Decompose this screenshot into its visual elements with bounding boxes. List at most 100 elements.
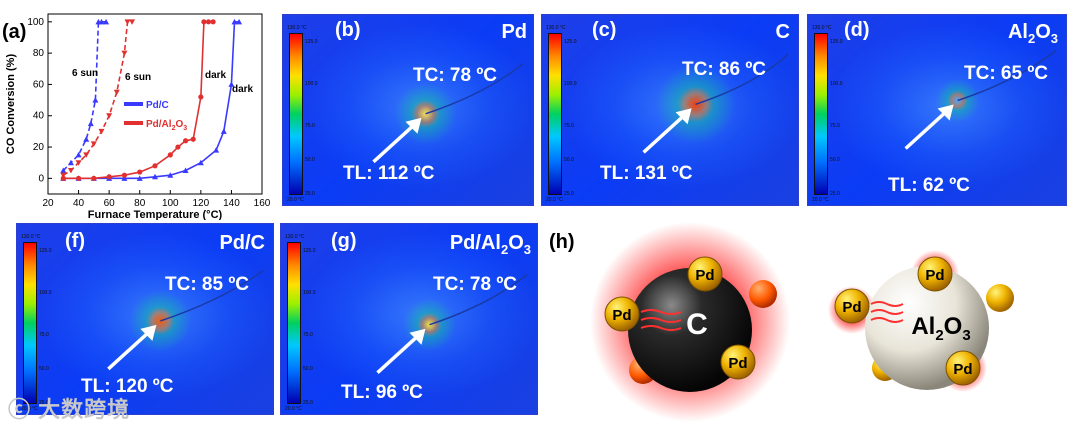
pd-label: Pd	[695, 267, 714, 284]
thermal-panel-c: 130.0 °C 125.0 100.0 75.0 50.0 25.0 20.0…	[541, 14, 799, 206]
thermocouple-wire	[429, 274, 528, 326]
colorbar-max: 130.0 °C	[285, 234, 305, 240]
thermocouple-wire	[160, 270, 264, 322]
annotation: dark	[205, 70, 227, 81]
arrow-head-icon	[409, 328, 426, 345]
data-point	[228, 81, 235, 87]
data-point	[205, 19, 212, 25]
x-axis-label: Furnace Temperature (°C)	[88, 209, 223, 220]
colorbar-tick: 125.0	[39, 248, 52, 254]
data-point	[137, 169, 143, 175]
data-point	[98, 128, 105, 135]
data-point	[83, 136, 90, 142]
legend-label: Pd/C	[146, 100, 169, 111]
data-point	[75, 175, 82, 181]
data-point	[167, 172, 174, 178]
colorbar-tick: 50.0	[564, 157, 574, 163]
arrow-icon	[372, 120, 419, 164]
thermal-image	[17, 224, 273, 414]
heat-arrow-icon	[870, 317, 904, 323]
data-point	[210, 19, 216, 25]
data-point	[213, 147, 220, 153]
support-label: Al2O3	[911, 313, 970, 344]
arrow-head-icon	[675, 108, 692, 125]
pd-particle	[687, 256, 723, 292]
arrow-overlay	[376, 274, 528, 374]
pd-particle	[917, 256, 953, 292]
heat-arrow-icon	[640, 317, 682, 323]
colorbar: 130.0 °C 125.0 100.0 75.0 50.0 25.0 20.0…	[287, 25, 323, 203]
y-tick-label: 40	[33, 111, 45, 122]
colorbar-max: 130.0 °C	[812, 25, 832, 31]
data-point	[197, 159, 204, 166]
tc-label: TC: 78 ºC	[413, 65, 498, 86]
x-tick-label: 40	[73, 198, 85, 209]
annotation: dark	[232, 84, 254, 95]
data-point	[121, 172, 128, 178]
colorbar-tick: 75.0	[305, 123, 315, 129]
material-label: Pd/C	[219, 232, 265, 254]
colorbar-tick: 100.0	[303, 290, 316, 296]
series-line	[62, 21, 107, 172]
colorbar-tick: 25.0	[564, 191, 574, 197]
thermal-image	[808, 15, 1066, 205]
thermal-panel-f: 130.0 °C 125.0 100.0 75.0 50.0 25.0 20.0…	[16, 223, 274, 415]
data-point	[98, 18, 105, 25]
panel-label: (d)	[844, 19, 870, 41]
arrow-overlay	[372, 63, 524, 164]
panel-label: (g)	[331, 230, 357, 252]
data-point	[231, 18, 238, 25]
data-point	[198, 94, 204, 100]
y-tick-label: 0	[38, 173, 44, 184]
x-tick-label: 100	[162, 198, 179, 209]
panel-label: (h)	[549, 231, 575, 253]
colorbar-min: 20.0 °C	[21, 406, 38, 412]
material-label: Al2O3	[1007, 21, 1058, 46]
thermal-panel-b: 130.0 °C 125.0 100.0 75.0 50.0 25.0 20.0…	[282, 14, 534, 206]
colorbar-tick: 125.0	[303, 248, 316, 254]
data-point	[103, 18, 110, 25]
tl-label: TL: 112 ºC	[343, 163, 435, 184]
data-point	[152, 173, 158, 180]
material-label: Pd	[501, 21, 527, 43]
colorbar-tick: 25.0	[303, 400, 313, 406]
x-tick-label: 160	[254, 198, 270, 209]
tc-label: TC: 86 ºC	[682, 59, 767, 80]
legend-label: Pd/Al2O3	[146, 119, 187, 132]
panel-label: (b)	[335, 19, 361, 41]
thermal-panel-g: 130.0 °C 125.0 100.0 75.0 50.0 25.0 20.0…	[280, 223, 538, 415]
tc-label: TC: 78 ºC	[433, 274, 518, 295]
data-point	[92, 97, 99, 103]
colorbar: 130.0 °C 125.0 100.0 75.0 50.0 25.0 20.0…	[21, 234, 57, 412]
colorbar-min: 20.0 °C	[546, 197, 563, 203]
colorbar-tick: 100.0	[564, 81, 577, 87]
heat-arrow-icon	[640, 309, 682, 315]
co-conversion-chart: (a)20 40 60 80 100 120 140 160020406080100Furna…	[2, 13, 271, 221]
y-tick-label: 80	[33, 48, 45, 59]
data-point	[175, 144, 181, 150]
tc-label: TC: 65 ºC	[964, 63, 1049, 84]
pd-label: Pd	[842, 299, 861, 316]
data-point	[182, 138, 189, 144]
pd-label: Pd	[953, 361, 972, 378]
support-label: C	[686, 308, 708, 341]
colorbar-tick: 75.0	[303, 332, 313, 338]
colorbar-max: 130.0 °C	[287, 25, 307, 31]
colorbar-tick: 125.0	[564, 39, 577, 45]
data-point	[190, 136, 196, 142]
data-point	[201, 19, 207, 25]
colorbar: 130.0 °C 125.0 100.0 75.0 50.0 25.0 20.0…	[812, 25, 848, 203]
colorbar-tick: 50.0	[830, 157, 840, 163]
series-line	[62, 21, 133, 176]
colorbar-tick: 50.0	[39, 366, 49, 372]
arrow-overlay	[107, 270, 264, 371]
arrow-icon	[642, 111, 689, 154]
pd-particle	[720, 344, 756, 380]
data-point	[121, 50, 128, 57]
x-tick-label: 120	[193, 198, 210, 209]
heat-arrow-icon	[640, 325, 682, 331]
data-point	[91, 175, 97, 181]
pd-label: Pd	[925, 267, 944, 284]
thermocouple-wire	[957, 49, 1057, 102]
panel-h: (h) Pd Pd Pd C Pd Pd Pd Al2O3	[545, 222, 1070, 422]
